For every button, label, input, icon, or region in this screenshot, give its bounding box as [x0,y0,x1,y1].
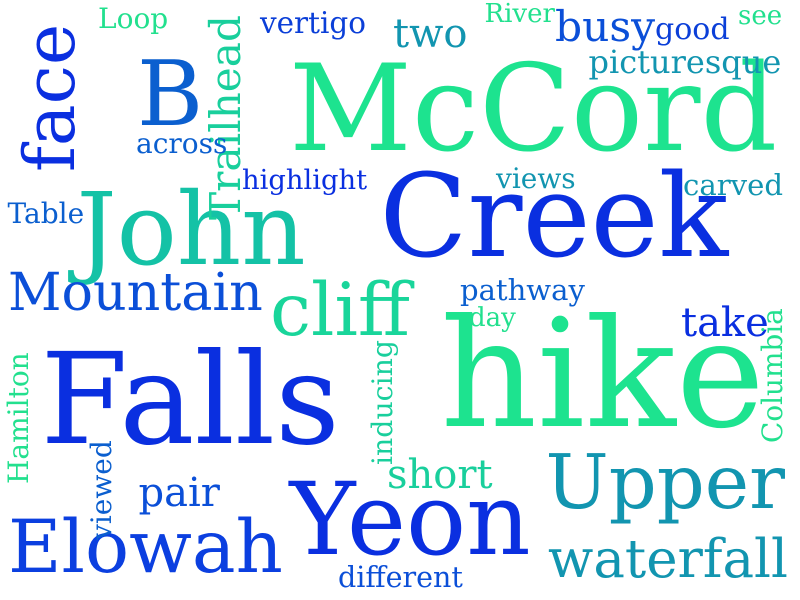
word-mountain: Mountain [8,262,263,323]
word-vertigo: vertigo [260,5,366,40]
word-creek: Creek [379,150,729,284]
word-busy: busy [555,1,656,51]
word-mccord: McCord [289,40,778,179]
word-picturesque: picturesque [588,43,782,81]
word-cliff: cliff [270,268,410,353]
word-yeon: Yeon [289,461,531,578]
word-elowah: Elowah [8,505,283,590]
word-face: face [9,23,91,172]
word-loop: Loop [98,2,169,35]
word-highlight: highlight [242,164,368,196]
word-b: B [137,42,204,147]
word-good: good [655,12,730,47]
word-day: day [469,303,516,333]
word-john: John [76,171,306,288]
word-across: across [136,127,228,160]
word-waterfall: waterfall [548,529,788,590]
word-falls: Falls [40,326,340,473]
word-two: two [393,11,468,57]
word-pair: pair [138,470,220,516]
word-see: see [738,1,783,31]
word-views: views [496,162,576,195]
word-hike: hike [440,288,765,462]
word-trailhead: Trailhead [200,14,250,220]
word-different: different [338,560,463,594]
word-short: short [387,452,493,498]
word-inducing: inducing [366,340,399,465]
word-hamilton: Hamilton [2,351,35,484]
word-upper: Upper [545,438,785,526]
word-river: River [484,0,555,29]
word-table: Table [7,197,85,230]
word-take: take [681,300,769,346]
word-columbia: Columbia [756,308,789,443]
word-viewed: viewed [85,440,118,540]
word-pathway: pathway [460,272,585,307]
word-carved: carved [683,167,783,202]
